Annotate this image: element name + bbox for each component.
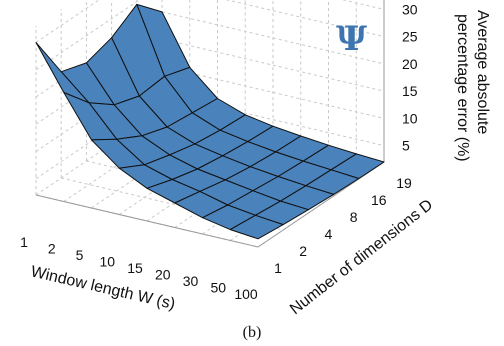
z-tick-label: 15: [402, 83, 418, 99]
z-tick-label: 10: [402, 110, 418, 126]
y-tick-label: 19: [396, 175, 412, 191]
left-wall-gridline: [35, 0, 141, 71]
x-tick-label: 10: [100, 254, 116, 270]
psi-symbol: Ψ: [336, 19, 367, 59]
x-tick-label: 5: [76, 247, 84, 263]
left-wall-gridline: [35, 0, 100, 43]
back-wall-gridline: [161, 11, 385, 65]
z-tick-label: 25: [402, 29, 418, 45]
figure-caption: (b): [243, 324, 262, 341]
z-tick-label: 5: [402, 138, 410, 154]
z-tick-label: 20: [402, 56, 418, 72]
x-axis-line: [35, 194, 259, 248]
x-tick-label: 20: [155, 267, 171, 283]
y-axis-label: Number of dimensions D: [287, 196, 436, 318]
y-tick-label: 8: [350, 209, 358, 225]
back-wall-gridline: [161, 65, 385, 119]
x-tick-label: 1: [20, 234, 28, 250]
x-tick-label: 2: [48, 241, 56, 257]
y-tick-label: 4: [325, 226, 333, 242]
z-tick-label: 30: [402, 1, 418, 17]
z-tick-labels: 5 10 15 20 25 30: [402, 1, 418, 153]
x-tick-label: 30: [183, 273, 199, 289]
x-tick-labels: 1 2 5 10 15 20 30 50 100: [20, 234, 258, 302]
x-tick-label: 50: [211, 280, 227, 296]
error-surface: [35, 3, 385, 240]
floor-gridline: [61, 177, 284, 231]
surface-cell: [229, 214, 284, 240]
y-tick-label: 16: [371, 192, 387, 208]
z-axis-label-line2: percentage error (%): [454, 14, 471, 162]
back-wall-gridline: [225, 0, 385, 38]
y-tick-label: 2: [299, 243, 307, 259]
x-tick-label: 100: [234, 286, 258, 302]
z-axis-label-line1: Average absolute: [474, 10, 491, 134]
x-tick-label: 15: [127, 260, 143, 276]
y-tick-labels: 1 2 4 8 16 19: [274, 175, 412, 276]
y-tick-label: 1: [274, 260, 282, 276]
back-wall-gridline: [161, 38, 385, 92]
